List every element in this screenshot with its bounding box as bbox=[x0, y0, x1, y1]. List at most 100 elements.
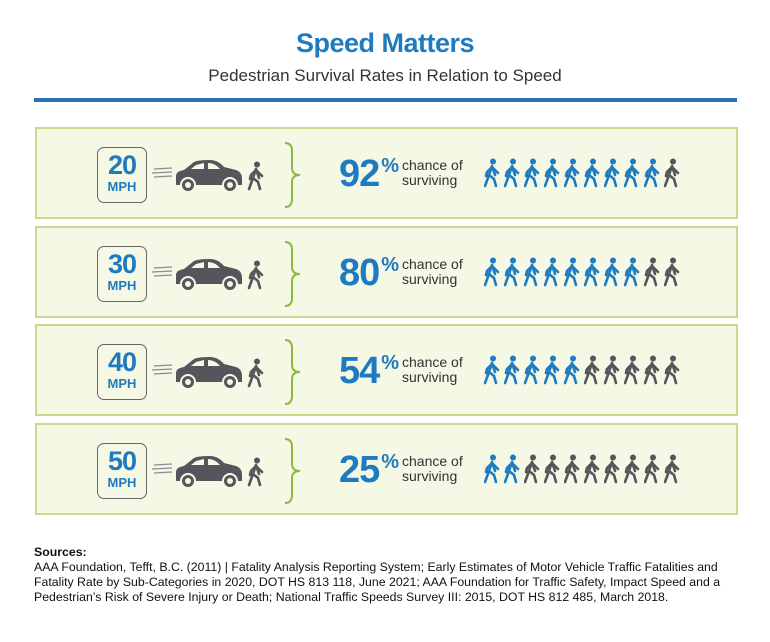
car-pedestrian-graphic bbox=[152, 357, 264, 390]
chance-line1: chance of bbox=[402, 354, 463, 370]
survival-percent: 92% bbox=[339, 153, 399, 196]
brace-icon bbox=[284, 241, 301, 307]
pedestrian-icon bbox=[484, 355, 500, 385]
chance-line2: surviving bbox=[402, 468, 458, 484]
pedestrian-icon bbox=[524, 158, 540, 188]
pedestrian-icon bbox=[247, 260, 264, 290]
pedestrian-icon bbox=[644, 454, 660, 484]
speed-value: 50 bbox=[107, 446, 137, 476]
chance-line1: chance of bbox=[402, 453, 463, 469]
pedestrian-icon bbox=[604, 257, 620, 287]
chance-line2: surviving bbox=[402, 369, 458, 385]
speed-value: 30 bbox=[107, 249, 137, 279]
percent-sign: % bbox=[381, 451, 399, 473]
pedestrian-icon bbox=[604, 454, 620, 484]
pedestrian-icon bbox=[247, 358, 264, 388]
car-pedestrian-graphic bbox=[152, 259, 264, 292]
pedestrian-icon bbox=[524, 454, 540, 484]
speed-badge: 30 MPH bbox=[97, 246, 147, 302]
brace-icon bbox=[284, 339, 301, 405]
speed-badge: 20 MPH bbox=[97, 147, 147, 203]
pedestrian-icon bbox=[664, 355, 680, 385]
pedestrian-icon bbox=[524, 257, 540, 287]
percent-sign: % bbox=[381, 254, 399, 276]
page-subtitle: Pedestrian Survival Rates in Relation to… bbox=[208, 66, 562, 85]
survival-percent: 25% bbox=[339, 449, 399, 492]
car-pedestrian-graphic bbox=[152, 160, 264, 193]
pedestrian-icon bbox=[664, 257, 680, 287]
speed-value: 40 bbox=[107, 347, 137, 377]
speed-lines-icon bbox=[152, 364, 173, 375]
car-pedestrian-graphic bbox=[152, 456, 264, 489]
pedestrian-icon bbox=[644, 158, 660, 188]
pedestrian-icon bbox=[484, 454, 500, 484]
sources-text: AAA Foundation, Tefft, B.C. (2011) | Fat… bbox=[34, 560, 721, 604]
pedestrian-icon bbox=[544, 355, 560, 385]
pedestrian-icon bbox=[624, 158, 640, 188]
pedestrian-icon bbox=[584, 355, 600, 385]
title-divider bbox=[34, 98, 737, 102]
speed-value: 20 bbox=[107, 150, 137, 180]
page-title: Speed Matters bbox=[295, 28, 475, 58]
pedestrian-icon bbox=[544, 257, 560, 287]
pedestrian-icon bbox=[504, 454, 520, 484]
pedestrian-icon bbox=[544, 454, 560, 484]
pedestrian-icon bbox=[624, 355, 640, 385]
chance-line2: surviving bbox=[402, 172, 458, 188]
pedestrian-icon bbox=[247, 457, 264, 487]
pedestrian-icon bbox=[584, 454, 600, 484]
pedestrian-icon bbox=[504, 257, 520, 287]
speed-lines-icon bbox=[152, 463, 173, 474]
pedestrian-icon bbox=[604, 158, 620, 188]
pedestrian-icon bbox=[644, 355, 660, 385]
pedestrian-icon bbox=[564, 454, 580, 484]
pedestrian-icon bbox=[664, 158, 680, 188]
pedestrian-icon bbox=[644, 257, 660, 287]
percent-value: 54 bbox=[339, 350, 380, 392]
pedestrian-icon bbox=[564, 158, 580, 188]
survivor-pictogram bbox=[484, 454, 681, 484]
percent-value: 25 bbox=[339, 449, 380, 491]
chance-line1: chance of bbox=[402, 256, 463, 272]
speed-badge: 50 MPH bbox=[97, 443, 147, 499]
survival-percent: 80% bbox=[339, 252, 399, 295]
speed-row-20: 20 MPH 92% chance of surviving bbox=[35, 127, 738, 219]
percent-value: 92 bbox=[339, 153, 380, 195]
chance-label: chance of surviving bbox=[402, 158, 463, 188]
pedestrian-icon bbox=[624, 454, 640, 484]
pedestrian-icon bbox=[584, 257, 600, 287]
chance-label: chance of surviving bbox=[402, 257, 463, 287]
speed-badge: 40 MPH bbox=[97, 344, 147, 400]
pedestrian-icon bbox=[544, 158, 560, 188]
pedestrian-icon bbox=[504, 355, 520, 385]
percent-sign: % bbox=[381, 155, 399, 177]
sources: Sources: AAA Foundation, Tefft, B.C. (20… bbox=[34, 545, 744, 605]
pedestrian-icon bbox=[504, 158, 520, 188]
pedestrian-icon bbox=[247, 161, 264, 191]
pedestrian-icon bbox=[564, 257, 580, 287]
survivor-pictogram bbox=[484, 355, 681, 385]
car-icon bbox=[176, 259, 242, 292]
pedestrian-icon bbox=[604, 355, 620, 385]
pedestrian-icon bbox=[524, 355, 540, 385]
pedestrian-icon bbox=[584, 158, 600, 188]
chance-line1: chance of bbox=[402, 157, 463, 173]
pedestrian-icon bbox=[664, 454, 680, 484]
survivor-pictogram bbox=[484, 158, 681, 188]
pedestrian-icon bbox=[484, 257, 500, 287]
car-icon bbox=[176, 160, 242, 193]
speed-row-50: 50 MPH 25% chance of surviving bbox=[35, 423, 738, 515]
pedestrian-icon bbox=[484, 158, 500, 188]
speed-row-30: 30 MPH 80% chance of surviving bbox=[35, 226, 738, 318]
survivor-pictogram bbox=[484, 257, 681, 287]
car-icon bbox=[176, 456, 242, 489]
pedestrian-icon bbox=[564, 355, 580, 385]
speed-lines-icon bbox=[152, 167, 173, 178]
sources-heading: Sources: bbox=[34, 545, 87, 559]
car-icon bbox=[176, 357, 242, 390]
chance-label: chance of surviving bbox=[402, 454, 463, 484]
percent-sign: % bbox=[381, 352, 399, 374]
chance-label: chance of surviving bbox=[402, 355, 463, 385]
speed-row-40: 40 MPH 54% chance of surviving bbox=[35, 324, 738, 416]
speed-unit: MPH bbox=[107, 278, 137, 293]
